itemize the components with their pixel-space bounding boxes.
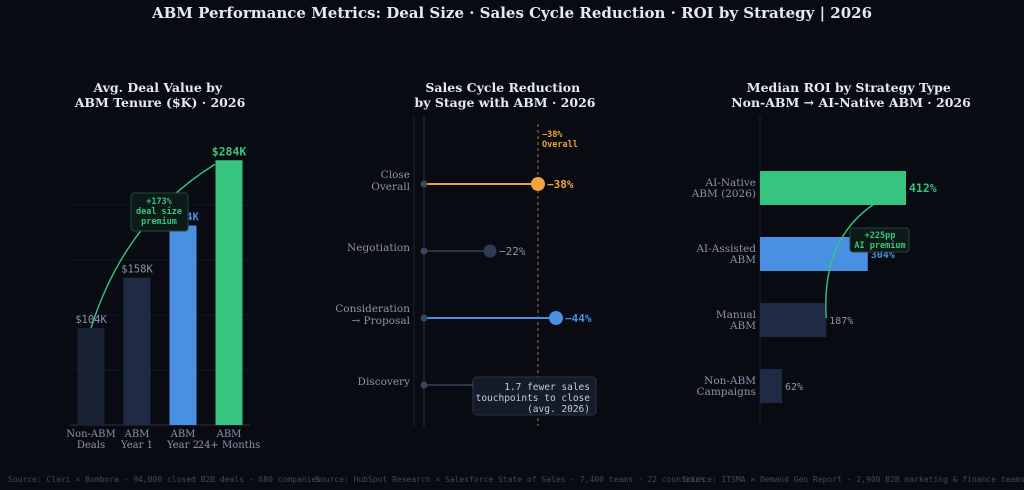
roi-chart: Median ROI by Strategy Type Non-ABM → AI…	[683, 80, 1024, 484]
deal-value-bar	[215, 160, 243, 425]
page-title: ABM Performance Metrics: Deal Size · Sal…	[151, 4, 872, 22]
stage-tick-label: Consideration → Proposal	[335, 303, 410, 327]
deal-value-bar	[169, 225, 197, 425]
sales-cycle-chart-title: Sales Cycle Reduction by Stage with ABM …	[415, 80, 596, 110]
lollipop-head	[549, 311, 563, 325]
roi-value-label: 412%	[909, 181, 937, 195]
roi-bar	[760, 303, 827, 337]
roi-source: Source: ITSMA × Demand Gen Report · 2,90…	[683, 475, 1024, 484]
roi-chart-title: Median ROI by Strategy Type Non-ABM → AI…	[731, 80, 971, 110]
roi-value-label: 187%	[829, 316, 853, 327]
category-tick-label: ABM 24+ Months	[198, 429, 261, 451]
touchpoints-callout-text: 1.7 fewer sales touchpoints to close (avg.…	[476, 382, 591, 415]
reference-line-label: −38% Overall	[542, 130, 578, 150]
roi-value-label: 304%	[871, 250, 895, 261]
touchpoints-callout-box	[472, 376, 597, 416]
stage-tick-label: Close Overall	[371, 169, 410, 193]
strategy-tick-label: AI-Assisted ABM	[695, 243, 756, 266]
roi-bar	[760, 171, 906, 205]
lollipop-origin-dot	[420, 381, 428, 389]
stage-tick-label: Negotiation	[347, 242, 410, 254]
lollipop-value-label: −44%	[565, 312, 592, 325]
strategy-tick-label: AI-Native ABM (2026)	[691, 177, 756, 200]
lollipop-origin-dot	[420, 314, 428, 322]
deal-value-chart: Avg. Deal Value by ABM Tenure ($K) · 202…	[8, 80, 321, 484]
premium-callout-text: +173% deal size premium	[136, 197, 182, 227]
sales-cycle-chart: Sales Cycle Reduction by Stage with ABM …	[315, 80, 705, 484]
ai-premium-arrow	[825, 188, 905, 319]
ai-premium-callout-box	[849, 227, 910, 253]
bar-value-label: $158K	[121, 264, 153, 276]
deal-value-chart-title: Avg. Deal Value by ABM Tenure ($K) · 202…	[74, 80, 246, 110]
strategy-tick-label: Non-ABM Campaigns	[697, 375, 757, 398]
deal-value-source: Source: Clari × Bombora · 94,000 closed …	[8, 475, 321, 484]
strategy-tick-label: Manual ABM	[716, 309, 757, 332]
lollipop-value-label: −38%	[547, 178, 574, 191]
roi-bar	[760, 369, 782, 403]
lollipop-origin-dot	[420, 180, 428, 188]
category-tick-label: ABM Year 2	[166, 429, 199, 451]
premium-arrow	[90, 163, 216, 329]
lollipop-head	[531, 177, 545, 191]
category-tick-label: Non-ABM Deals	[66, 429, 115, 451]
lollipop-head	[483, 244, 497, 258]
roi-value-label: 62%	[785, 382, 803, 393]
deal-value-bar	[123, 277, 151, 425]
deal-value-bar	[77, 328, 105, 425]
stage-tick-label: Discovery	[358, 376, 411, 388]
ai-premium-callout-text: +225pp AI premium	[854, 231, 905, 251]
sales-cycle-source: Source: HubSpot Research × Salesforce St…	[315, 475, 705, 484]
category-tick-label: ABM Year 1	[120, 429, 153, 451]
bar-value-label: $284K	[212, 144, 247, 158]
lollipop-origin-dot	[420, 247, 428, 255]
lollipop-value-label: −22%	[499, 245, 526, 258]
premium-callout-box	[130, 192, 189, 232]
bar-value-label: $104K	[75, 314, 107, 326]
